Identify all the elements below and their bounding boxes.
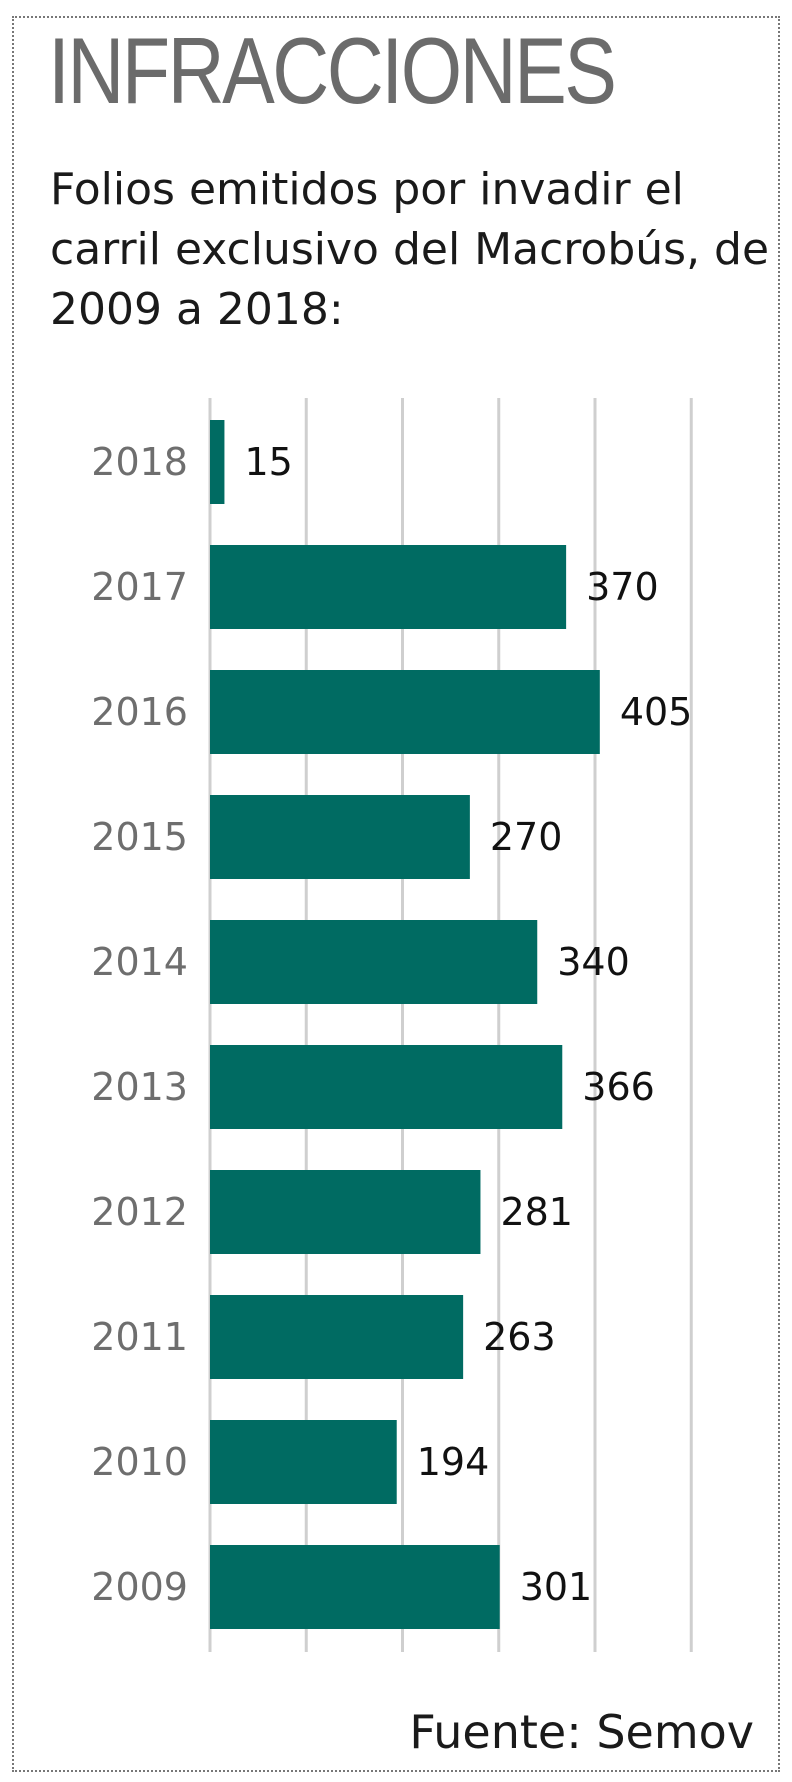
- data-label: 340: [557, 940, 630, 984]
- category-label: 2012: [91, 1190, 188, 1234]
- data-label: 15: [244, 440, 292, 484]
- bar: [210, 1420, 397, 1504]
- chart-title: INFRACCIONES: [48, 18, 617, 123]
- bar: [210, 420, 225, 504]
- chart-subtitle: Folios emitidos por invadir el carril ex…: [50, 164, 770, 335]
- category-label: 2018: [91, 440, 188, 484]
- data-label: 405: [620, 690, 693, 734]
- category-label: 2009: [91, 1565, 188, 1609]
- bar: [210, 795, 470, 879]
- bar: [210, 1295, 464, 1379]
- category-label: 2017: [91, 565, 188, 609]
- data-label: 263: [483, 1315, 556, 1359]
- bar: [210, 670, 600, 754]
- category-label: 2011: [91, 1315, 188, 1359]
- bar: [210, 545, 567, 629]
- data-label: 281: [500, 1190, 573, 1234]
- bar: [210, 1045, 563, 1129]
- category-label: 2015: [91, 815, 188, 859]
- data-label: 370: [586, 565, 659, 609]
- bar: [210, 1545, 500, 1629]
- data-label: 194: [417, 1440, 490, 1484]
- category-label: 2016: [91, 690, 188, 734]
- data-label: 366: [582, 1065, 655, 1109]
- source-note: Fuente: Semov: [409, 1705, 754, 1759]
- data-label: 301: [520, 1565, 593, 1609]
- category-label: 2010: [91, 1440, 188, 1484]
- bar: [210, 920, 538, 1004]
- category-label: 2013: [91, 1065, 188, 1109]
- bar: [210, 1170, 481, 1254]
- chart-frame: [12, 16, 780, 1772]
- data-label: 270: [490, 815, 563, 859]
- category-label: 2014: [91, 940, 188, 984]
